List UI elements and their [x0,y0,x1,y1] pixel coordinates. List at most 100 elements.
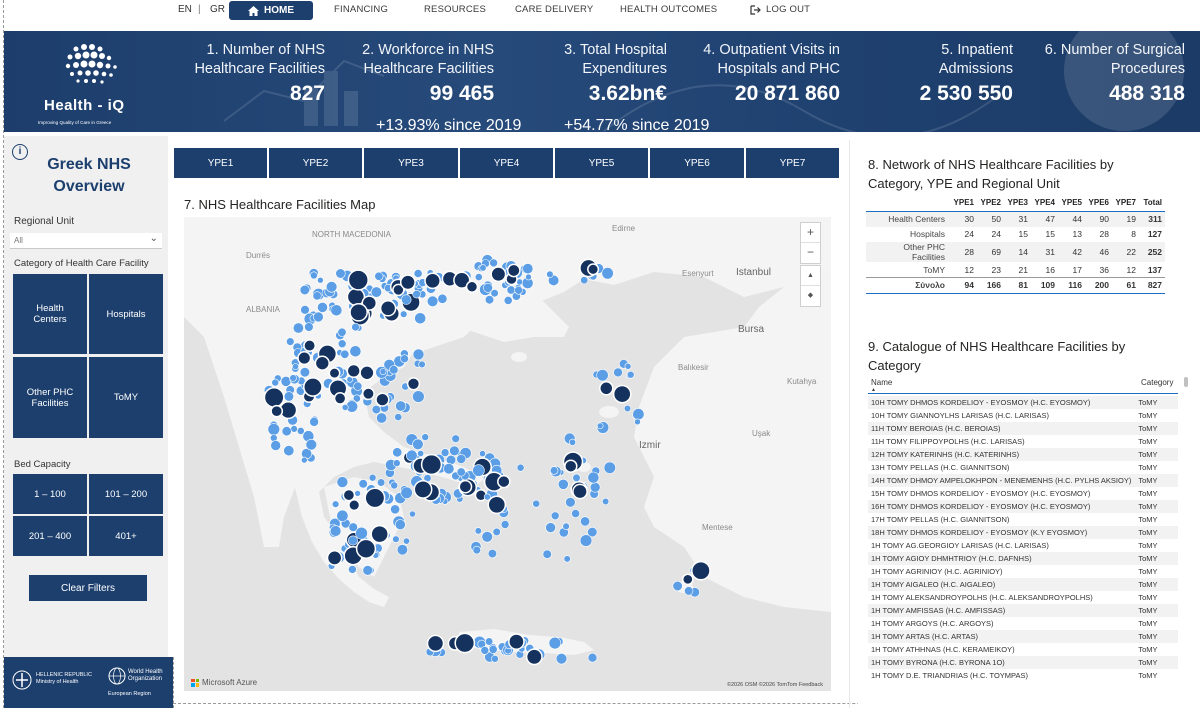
catalogue-scrollbar[interactable] [1184,377,1188,387]
facility-marker[interactable] [329,525,342,537]
facility-marker[interactable] [271,378,279,387]
column-header[interactable]: YPE6 [1085,195,1112,212]
facility-marker[interactable] [394,413,403,421]
facility-marker[interactable] [396,544,408,556]
facility-marker[interactable] [587,471,600,484]
facility-marker[interactable] [348,535,359,546]
facility-marker[interactable] [283,445,295,457]
facility-marker[interactable] [300,305,310,315]
facility-marker[interactable] [368,473,377,482]
facility-marker-large[interactable] [413,479,433,499]
compass-icon[interactable]: ◆ [807,292,814,299]
facility-marker-large[interactable] [572,483,588,500]
list-item[interactable]: 14H TOMY DHMOY AMPELOKHPON - MENEMENHS (… [868,474,1178,487]
facility-marker[interactable] [341,403,349,411]
facility-marker[interactable] [626,370,635,379]
facility-marker-large[interactable] [406,377,421,391]
facility-marker[interactable] [370,286,382,298]
column-header[interactable]: YPE7 [1112,195,1139,212]
column-header[interactable]: YPE4 [1031,195,1058,212]
facility-marker[interactable] [549,466,559,475]
list-item[interactable]: 11H TOMY BEROIAS (H.C. BEROIAS) ToMY [868,422,1178,435]
facility-marker-large[interactable] [525,648,543,666]
facility-marker[interactable] [589,481,601,493]
list-item[interactable]: 18H TOMY DHMOS KORDELIOY - EYOSMOY (K.Y … [868,526,1178,539]
facility-marker[interactable] [601,267,614,280]
facility-marker[interactable] [550,511,560,521]
ype2-button[interactable]: YPE2 [269,148,362,178]
facility-marker-large[interactable] [508,633,525,650]
facility-marker[interactable] [474,273,483,281]
facility-marker-large[interactable] [458,479,473,494]
list-item[interactable]: 12H TOMY KATERINHS (H.C. KATERINHS) ToMY [868,448,1178,461]
facility-marker-large[interactable] [347,269,369,291]
facility-marker[interactable] [602,497,610,506]
facility-marker[interactable] [485,637,494,646]
facility-marker[interactable] [587,527,598,538]
facility-marker[interactable] [355,526,368,540]
facility-marker-large[interactable] [359,365,375,381]
facility-marker[interactable] [484,295,495,305]
facility-marker-large[interactable] [297,351,312,366]
column-header[interactable]: YPE5 [1058,195,1085,212]
column-header[interactable]: YPE1 [950,195,977,212]
facility-marker[interactable] [488,644,498,654]
list-item[interactable]: 1H TOMY ALEKSANDROYPOLHS (H.C. ALEKSANDR… [868,591,1178,604]
facility-marker[interactable] [525,273,532,281]
facility-marker[interactable] [414,312,427,325]
list-item[interactable]: 10H TOMY DHMOS KORDELIOY - EYOSMOY (H.C.… [868,396,1178,409]
nav-home-button[interactable]: HOME [229,1,313,20]
list-item[interactable]: 1H TOMY D.E. TRIANDRIAS (H.C. TOYMPAS) To… [868,669,1178,682]
facility-marker[interactable] [491,654,499,663]
facility-marker[interactable] [374,271,384,281]
facility-marker[interactable] [472,464,485,477]
facility-marker[interactable] [474,527,482,535]
facility-marker-large[interactable] [564,459,578,473]
bed-201-400-button[interactable]: 201 – 400 [13,516,87,556]
ype1-button[interactable]: YPE1 [174,148,267,178]
facility-marker[interactable] [353,381,363,391]
zoom-in-button[interactable]: + [801,223,820,243]
facility-marker[interactable] [456,454,467,464]
facility-marker[interactable] [394,519,406,530]
facility-marker[interactable] [672,580,683,592]
facility-marker[interactable] [412,289,421,299]
category-health-centers-button[interactable]: Health Centers [13,274,87,354]
nav-health-outcomes[interactable]: HEALTH OUTCOMES [620,4,718,15]
facility-marker[interactable] [480,646,490,655]
facility-marker-large[interactable] [355,538,377,559]
facility-marker-large[interactable] [612,384,632,404]
facility-marker-large[interactable] [681,573,694,586]
facility-marker[interactable] [379,368,387,375]
facility-marker[interactable] [613,367,623,378]
facility-marker[interactable] [377,478,386,487]
facility-marker[interactable] [281,426,292,437]
facility-marker[interactable] [603,461,616,474]
list-item[interactable]: 17H TOMY PELLAS (H.C. GIANNITSON) ToMY [868,513,1178,526]
list-item[interactable]: 1H TOMY AIGALEO (H.C. AIGALEO) ToMY [868,578,1178,591]
nav-logout[interactable]: LOG OUT [750,4,810,15]
facility-marker-large[interactable] [490,266,507,283]
facility-marker[interactable] [487,549,498,559]
facility-marker[interactable] [483,493,491,501]
facility-marker[interactable] [290,425,298,433]
facility-marker[interactable] [389,365,399,375]
facility-marker-large[interactable] [364,487,386,509]
lang-gr-link[interactable]: GR [210,4,225,15]
facility-marker-large[interactable] [399,274,416,291]
facility-marker-large[interactable] [587,263,600,276]
facility-marker[interactable] [283,391,294,402]
facility-marker[interactable] [400,354,409,363]
category-other-phc-button[interactable]: Other PHC Facilities [13,357,87,438]
facility-marker[interactable] [349,345,362,358]
nav-resources[interactable]: RESOURCES [424,4,486,15]
facility-marker[interactable] [684,586,694,596]
facility-marker[interactable] [555,653,568,665]
facility-marker[interactable] [400,486,413,499]
facility-marker[interactable] [312,291,322,301]
facility-marker[interactable] [479,450,486,457]
facility-marker[interactable] [562,522,570,530]
facility-marker[interactable] [376,412,388,424]
facility-marker[interactable] [358,479,368,489]
facility-marker[interactable] [587,652,598,663]
